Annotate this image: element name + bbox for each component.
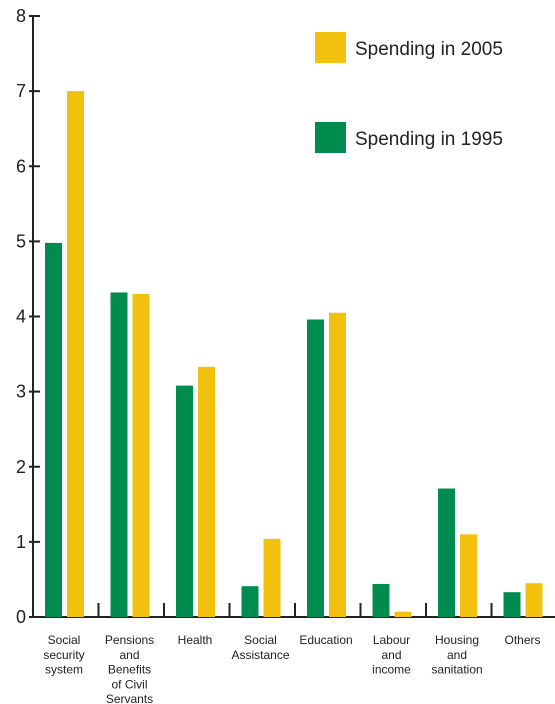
bar — [241, 586, 259, 617]
bar — [132, 293, 150, 617]
y-tick-label: 4 — [16, 307, 26, 327]
legend-label: Spending in 1995 — [355, 129, 503, 150]
x-category-label-line: security — [43, 648, 84, 662]
chart-legend: Spending in 2005 Spending in 1995 — [315, 32, 503, 153]
x-category-label: Health — [178, 633, 213, 647]
bar — [372, 583, 390, 617]
x-category-label-line: and — [119, 648, 139, 662]
bar — [198, 366, 215, 617]
y-tick-label: 1 — [16, 532, 26, 552]
bar — [176, 385, 193, 617]
x-category-label-line: and — [447, 648, 467, 662]
bar — [525, 583, 543, 617]
y-tick-label: 6 — [16, 156, 26, 176]
x-category-label: Labour and income — [372, 633, 411, 677]
y-tick-label: 2 — [16, 457, 26, 477]
x-category-label-line: of Civil — [111, 677, 147, 691]
x-category-label-line: income — [372, 663, 411, 677]
y-tick-label: 0 — [16, 607, 26, 627]
y-tick-label: 3 — [16, 382, 26, 402]
bar — [45, 242, 62, 617]
x-category-label-line: Education — [299, 633, 352, 647]
x-category-label-line: Labour — [373, 633, 410, 647]
x-category-label: Education — [299, 633, 352, 647]
y-tick-label: 7 — [16, 81, 26, 101]
x-category-label-line: system — [45, 663, 83, 677]
x-category-label: Pensions and Benefits of Civil Servants — [105, 633, 154, 704]
x-category-label-line: Others — [504, 633, 540, 647]
x-category-label-line: Social — [244, 633, 277, 647]
y-tick-label: 5 — [16, 231, 26, 251]
x-category-label: Social Assistance — [231, 633, 289, 662]
chart-bars — [45, 91, 543, 617]
bar — [263, 538, 281, 617]
x-category-label-line: Assistance — [231, 648, 289, 662]
x-category-label-line: Social — [48, 633, 81, 647]
bar — [110, 292, 128, 617]
x-category-label: Others — [504, 633, 540, 647]
x-category-label: Housing and sanitation — [431, 633, 482, 677]
bar — [307, 319, 324, 617]
chart-axes: 0 1 2 3 4 5 6 7 8 — [16, 6, 555, 627]
legend-label: Spending in 2005 — [355, 39, 503, 60]
bar — [503, 592, 521, 617]
x-category-label-line: Housing — [435, 633, 479, 647]
bar — [329, 312, 346, 617]
bar — [460, 534, 477, 617]
legend-swatch — [315, 32, 346, 63]
x-category-label-line: Benefits — [108, 663, 151, 677]
x-category-label-line: and — [381, 648, 401, 662]
bar — [438, 488, 455, 617]
x-category-label-line: Pensions — [105, 633, 154, 647]
legend-swatch — [315, 122, 346, 153]
x-category-label: Social security system — [43, 633, 84, 677]
bar — [67, 91, 84, 617]
y-tick-label: 8 — [16, 6, 26, 26]
x-category-label-line: Health — [178, 633, 213, 647]
x-category-label-line: Servants — [106, 692, 153, 704]
x-category-label-line: sanitation — [431, 663, 482, 677]
bar — [394, 611, 412, 617]
